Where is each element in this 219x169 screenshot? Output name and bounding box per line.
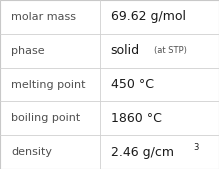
Text: 2.46 g/cm: 2.46 g/cm bbox=[111, 146, 174, 159]
Text: phase: phase bbox=[11, 46, 45, 56]
Text: 69.62 g/mol: 69.62 g/mol bbox=[111, 10, 185, 23]
Text: boiling point: boiling point bbox=[11, 113, 80, 123]
Text: 3: 3 bbox=[193, 142, 198, 152]
Text: 450 °C: 450 °C bbox=[111, 78, 154, 91]
Text: molar mass: molar mass bbox=[11, 12, 76, 22]
Text: 1860 °C: 1860 °C bbox=[111, 112, 161, 125]
Text: solid: solid bbox=[111, 44, 140, 57]
Text: density: density bbox=[11, 147, 52, 157]
Text: melting point: melting point bbox=[11, 79, 85, 90]
Text: (at STP): (at STP) bbox=[154, 46, 187, 55]
